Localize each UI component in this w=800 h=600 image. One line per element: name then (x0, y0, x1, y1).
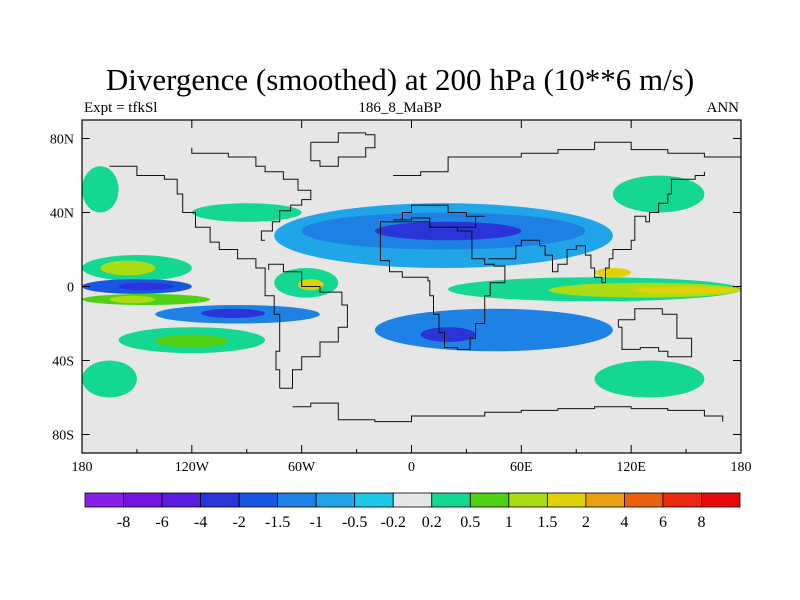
contour-region-5 (109, 295, 156, 304)
coastline-segment-0 (109, 165, 281, 389)
coastline-segment-4 (393, 141, 741, 176)
contour-region-14 (298, 279, 324, 291)
colorbar-swatch (238, 492, 279, 508)
y-tick-label: 40N (50, 207, 74, 222)
y-tick-label: 80S (52, 429, 74, 444)
colorbar-swatch (469, 492, 510, 508)
colorbar-swatch (354, 492, 394, 508)
colorbar-swatch (161, 492, 201, 508)
colorbar: -8 -6 -4 -2 -1.5 -1 -0.5 -0.2 0.2 0.5 1 1.5 2 4 6 8 (84, 492, 741, 531)
colorbar-swatch (546, 492, 587, 508)
colorbar-swatch (84, 492, 124, 508)
colorbar-label: 8 (697, 514, 705, 531)
contour-region-21 (191, 203, 302, 222)
colorbar-swatch (585, 492, 625, 508)
colorbar-swatch (701, 492, 741, 508)
coastline-segment-3 (310, 132, 376, 167)
contour-region-1 (100, 260, 156, 276)
coastline-segment-1 (268, 263, 348, 389)
colorbar-swatch (123, 492, 163, 508)
contour-region-25 (82, 360, 137, 398)
colorbar-label: 1.5 (537, 514, 557, 531)
contour-region-19 (374, 308, 613, 352)
contour-region-3 (118, 282, 174, 291)
colorbar-swatch (624, 492, 664, 508)
colorbar-label: 2 (582, 514, 590, 531)
colorbar-swatch (315, 492, 356, 508)
contour-regions (82, 166, 741, 398)
contour-region-22 (82, 166, 119, 213)
x-axis: 180 120W 60W 0 60E 120E 180 (72, 120, 752, 475)
colorbar-label: -0.5 (342, 514, 367, 531)
colorbar-label: -6 (155, 514, 168, 531)
season-label: ANN (706, 100, 740, 116)
colorbar-swatch (431, 492, 471, 508)
colorbar-label: 1 (505, 514, 513, 531)
contour-region-9 (155, 334, 229, 348)
y-axis: 80N 40N 0 40S 80S (50, 133, 741, 444)
colorbar-label: -8 (117, 514, 130, 531)
coastline-outline (109, 132, 741, 423)
x-tick-label: 120W (175, 460, 210, 475)
colorbar-swatch (508, 492, 548, 508)
colorbar-label: 0.5 (460, 514, 480, 531)
x-tick-label: 180 (731, 460, 752, 475)
x-tick-label: 120E (616, 460, 646, 475)
colorbar-label: 0.2 (422, 514, 442, 531)
x-tick-label: 180 (72, 460, 93, 475)
coastline-segment-5 (393, 204, 485, 228)
coastline-segment-6 (379, 221, 506, 350)
coastline-segment-7 (488, 171, 705, 284)
coastline-segment-8 (617, 308, 693, 358)
colorbar-swatch (200, 492, 240, 508)
experiment-label: Expt = tfkSl (84, 100, 158, 116)
time-period-label: 186_8_MaBP (358, 100, 442, 116)
colorbar-label: -1.5 (265, 514, 290, 531)
colorbar-label: 4 (620, 514, 628, 531)
x-tick-label: 0 (408, 460, 415, 475)
colorbar-label: -1 (310, 514, 323, 531)
x-tick-label: 60E (510, 460, 533, 475)
chart-title: Divergence (smoothed) at 200 hPa (10**6 … (105, 62, 695, 97)
colorbar-label: -0.2 (381, 514, 406, 531)
colorbar-swatch (392, 492, 433, 508)
colorbar-label: -4 (194, 514, 207, 531)
contour-region-23 (612, 175, 705, 213)
contour-region-12 (374, 221, 522, 241)
y-tick-label: 0 (67, 281, 74, 296)
contour-region-24 (594, 360, 705, 398)
colorbar-label: 6 (659, 514, 667, 531)
y-tick-label: 40S (52, 355, 74, 370)
coastline-segment-9 (292, 402, 724, 423)
colorbar-swatch (277, 492, 317, 508)
colorbar-label: -2 (232, 514, 245, 531)
x-tick-label: 60W (288, 460, 316, 475)
contour-region-18 (594, 268, 632, 278)
y-tick-label: 80N (50, 133, 74, 148)
coastline-segment-2 (191, 147, 312, 241)
colorbar-swatch (662, 492, 702, 508)
contour-region-7 (200, 308, 266, 318)
contour-region-20 (420, 327, 476, 342)
contour-region-17 (631, 286, 741, 294)
